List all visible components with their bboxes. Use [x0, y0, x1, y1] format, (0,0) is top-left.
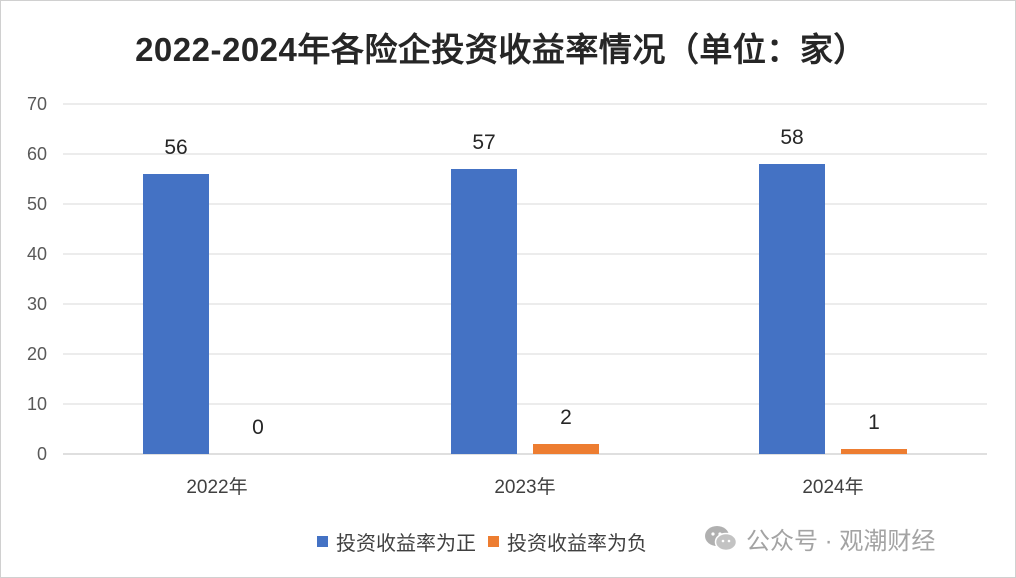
bar-positive [451, 169, 517, 454]
legend-swatch-negative [488, 536, 499, 547]
y-tick-label: 20 [27, 344, 47, 364]
chart-title: 2022-2024年各险企投资收益率情况（单位：家） [135, 31, 867, 68]
data-label: 58 [780, 126, 803, 149]
y-tick-label: 50 [27, 194, 47, 214]
bar-negative [841, 449, 907, 454]
watermark: 公众号 · 观潮财经 [704, 521, 935, 556]
x-category-label: 2022年 [186, 476, 247, 498]
bar-positive [759, 164, 825, 454]
y-tick-label: 10 [27, 394, 47, 414]
y-tick-label: 40 [27, 244, 47, 264]
bar-negative [533, 444, 599, 454]
legend: 投资收益率为正 投资收益率为负 [317, 527, 659, 556]
y-tick-label: 0 [37, 444, 47, 464]
y-tick-label: 60 [27, 144, 47, 164]
x-category-label: 2023年 [494, 476, 555, 498]
data-label: 0 [252, 416, 264, 439]
x-category-label: 2024年 [802, 476, 863, 498]
y-tick-label: 30 [27, 294, 47, 314]
data-label: 1 [868, 411, 880, 434]
wechat-icon [705, 525, 738, 551]
y-tick-label: 70 [27, 94, 47, 114]
watermark-text: 公众号 · 观潮财经 [746, 528, 936, 555]
data-label: 56 [164, 136, 187, 159]
legend-item-negative: 投资收益率为负 [488, 527, 647, 556]
legend-item-positive: 投资收益率为正 [317, 527, 476, 556]
legend-label-negative: 投资收益率为负 [507, 533, 647, 555]
bar-positive [143, 174, 209, 454]
data-label: 57 [472, 131, 495, 154]
legend-swatch-positive [317, 536, 328, 547]
data-label: 2 [560, 406, 572, 429]
legend-label-positive: 投资收益率为正 [336, 533, 476, 555]
